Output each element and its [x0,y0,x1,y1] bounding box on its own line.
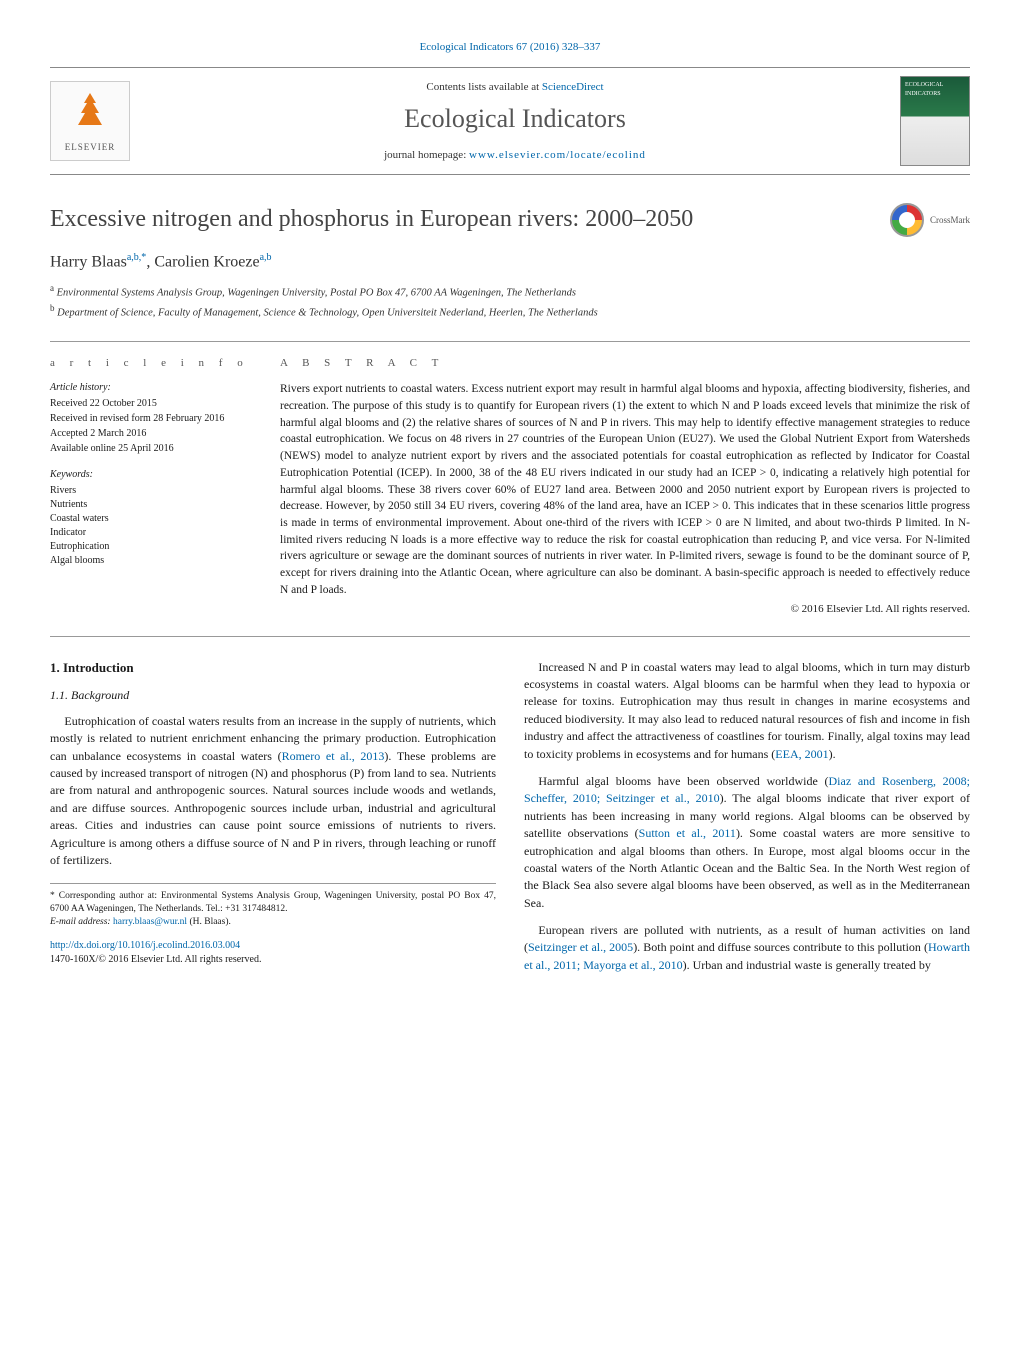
body-text: ). Urban and industrial waste is general… [683,958,931,972]
keyword: Algal blooms [50,554,250,568]
corresponding-author-note: * Corresponding author at: Environmental… [50,890,496,916]
abstract-text: Rivers export nutrients to coastal water… [280,381,970,598]
elsevier-label: ELSEVIER [65,141,116,154]
homepage-line: journal homepage: www.elsevier.com/locat… [146,148,884,163]
article-info-heading: a r t i c l e i n f o [50,356,250,371]
body-paragraph: Harmful algal blooms have been observed … [524,773,970,912]
masthead-center: Contents lists available at ScienceDirec… [146,80,884,163]
elsevier-logo[interactable]: ELSEVIER [50,81,130,161]
journal-cover-thumbnail[interactable]: ECOLOGICAL INDICATORS [900,76,970,166]
abstract-heading: A B S T R A C T [280,356,970,371]
affiliation: a Environmental Systems Analysis Group, … [50,282,970,301]
crossmark-icon [890,203,924,237]
issn-copyright: 1470-160X/© 2016 Elsevier Ltd. All right… [50,954,261,965]
doi-link[interactable]: http://dx.doi.org/10.1016/j.ecolind.2016… [50,940,240,951]
section-1-title: Introduction [63,660,134,675]
author-email-link[interactable]: harry.blaas@wur.nl [113,917,187,927]
history-item: Received in revised form 28 February 201… [50,412,250,426]
sciencedirect-link[interactable]: ScienceDirect [542,81,604,93]
keyword: Rivers [50,484,250,498]
keyword: Eutrophication [50,540,250,554]
section-1-heading: 1. Introduction [50,659,496,678]
history-item: Accepted 2 March 2016 [50,427,250,441]
crossmark-label: CrossMark [930,214,970,227]
affiliation: b Department of Science, Faculty of Mana… [50,302,970,321]
body-two-column: 1. Introduction 1.1. Background Eutrophi… [50,659,970,985]
email-who: (H. Blaas). [187,917,231,927]
body-paragraph: European rivers are polluted with nutrie… [524,922,970,974]
keyword: Nutrients [50,498,250,512]
article-info-sidebar: a r t i c l e i n f o Article history: R… [50,356,250,618]
citation-link[interactable]: Seitzinger et al., 2005 [528,940,633,954]
journal-name: Ecological Indicators [146,101,884,137]
email-label: E-mail address: [50,917,113,927]
body-paragraph: Eutrophication of coastal waters results… [50,713,496,870]
journal-reference: Ecological Indicators 67 (2016) 328–337 [50,40,970,55]
article-title: Excessive nitrogen and phosphorus in Eur… [50,203,870,237]
section-1-1-heading: 1.1. Background [50,687,496,704]
body-paragraph: Increased N and P in coastal waters may … [524,659,970,763]
citation-link[interactable]: Romero et al., 2013 [282,749,385,763]
crossmark-widget[interactable]: CrossMark [890,203,970,237]
masthead: ELSEVIER Contents lists available at Sci… [50,67,970,175]
homepage-prefix: journal homepage: [384,149,469,161]
journal-homepage-link[interactable]: www.elsevier.com/locate/ecolind [469,149,646,161]
contents-prefix: Contents lists available at [426,81,541,93]
elsevier-tree-icon [70,89,110,141]
abstract-copyright: © 2016 Elsevier Ltd. All rights reserved… [280,602,970,617]
body-text: ). Both point and diffuse sources contri… [633,940,928,954]
keyword: Coastal waters [50,512,250,526]
body-text: ). [829,747,836,761]
article-info-abstract-row: a r t i c l e i n f o Article history: R… [50,341,970,637]
body-text: Increased N and P in coastal waters may … [524,660,970,761]
abstract-column: A B S T R A C T Rivers export nutrients … [280,356,970,618]
section-1-number: 1. [50,660,60,675]
keyword: Indicator [50,526,250,540]
body-text: Harmful algal blooms have been observed … [538,774,828,788]
cover-label: ECOLOGICAL INDICATORS [905,81,965,98]
history-item: Available online 25 April 2016 [50,442,250,456]
citation-link[interactable]: Sutton et al., 2011 [639,826,736,840]
body-text: ). These problems are caused by increase… [50,749,496,867]
footnotes: * Corresponding author at: Environmental… [50,883,496,928]
doi-block: http://dx.doi.org/10.1016/j.ecolind.2016… [50,939,496,968]
history-item: Received 22 October 2015 [50,397,250,411]
author-list: Harry Blaasa,b,*, Carolien Kroezea,b [50,251,970,274]
keywords-label: Keywords: [50,468,250,482]
section-1-1-number: 1.1. [50,688,68,702]
citation-link[interactable]: EEA, 2001 [775,747,828,761]
email-line: E-mail address: harry.blaas@wur.nl (H. B… [50,916,496,929]
affiliations: a Environmental Systems Analysis Group, … [50,282,970,321]
contents-line: Contents lists available at ScienceDirec… [146,80,884,95]
section-1-1-title: Background [71,688,129,702]
right-column: Increased N and P in coastal waters may … [524,659,970,985]
article-history-label: Article history: [50,381,250,395]
left-column: 1. Introduction 1.1. Background Eutrophi… [50,659,496,985]
